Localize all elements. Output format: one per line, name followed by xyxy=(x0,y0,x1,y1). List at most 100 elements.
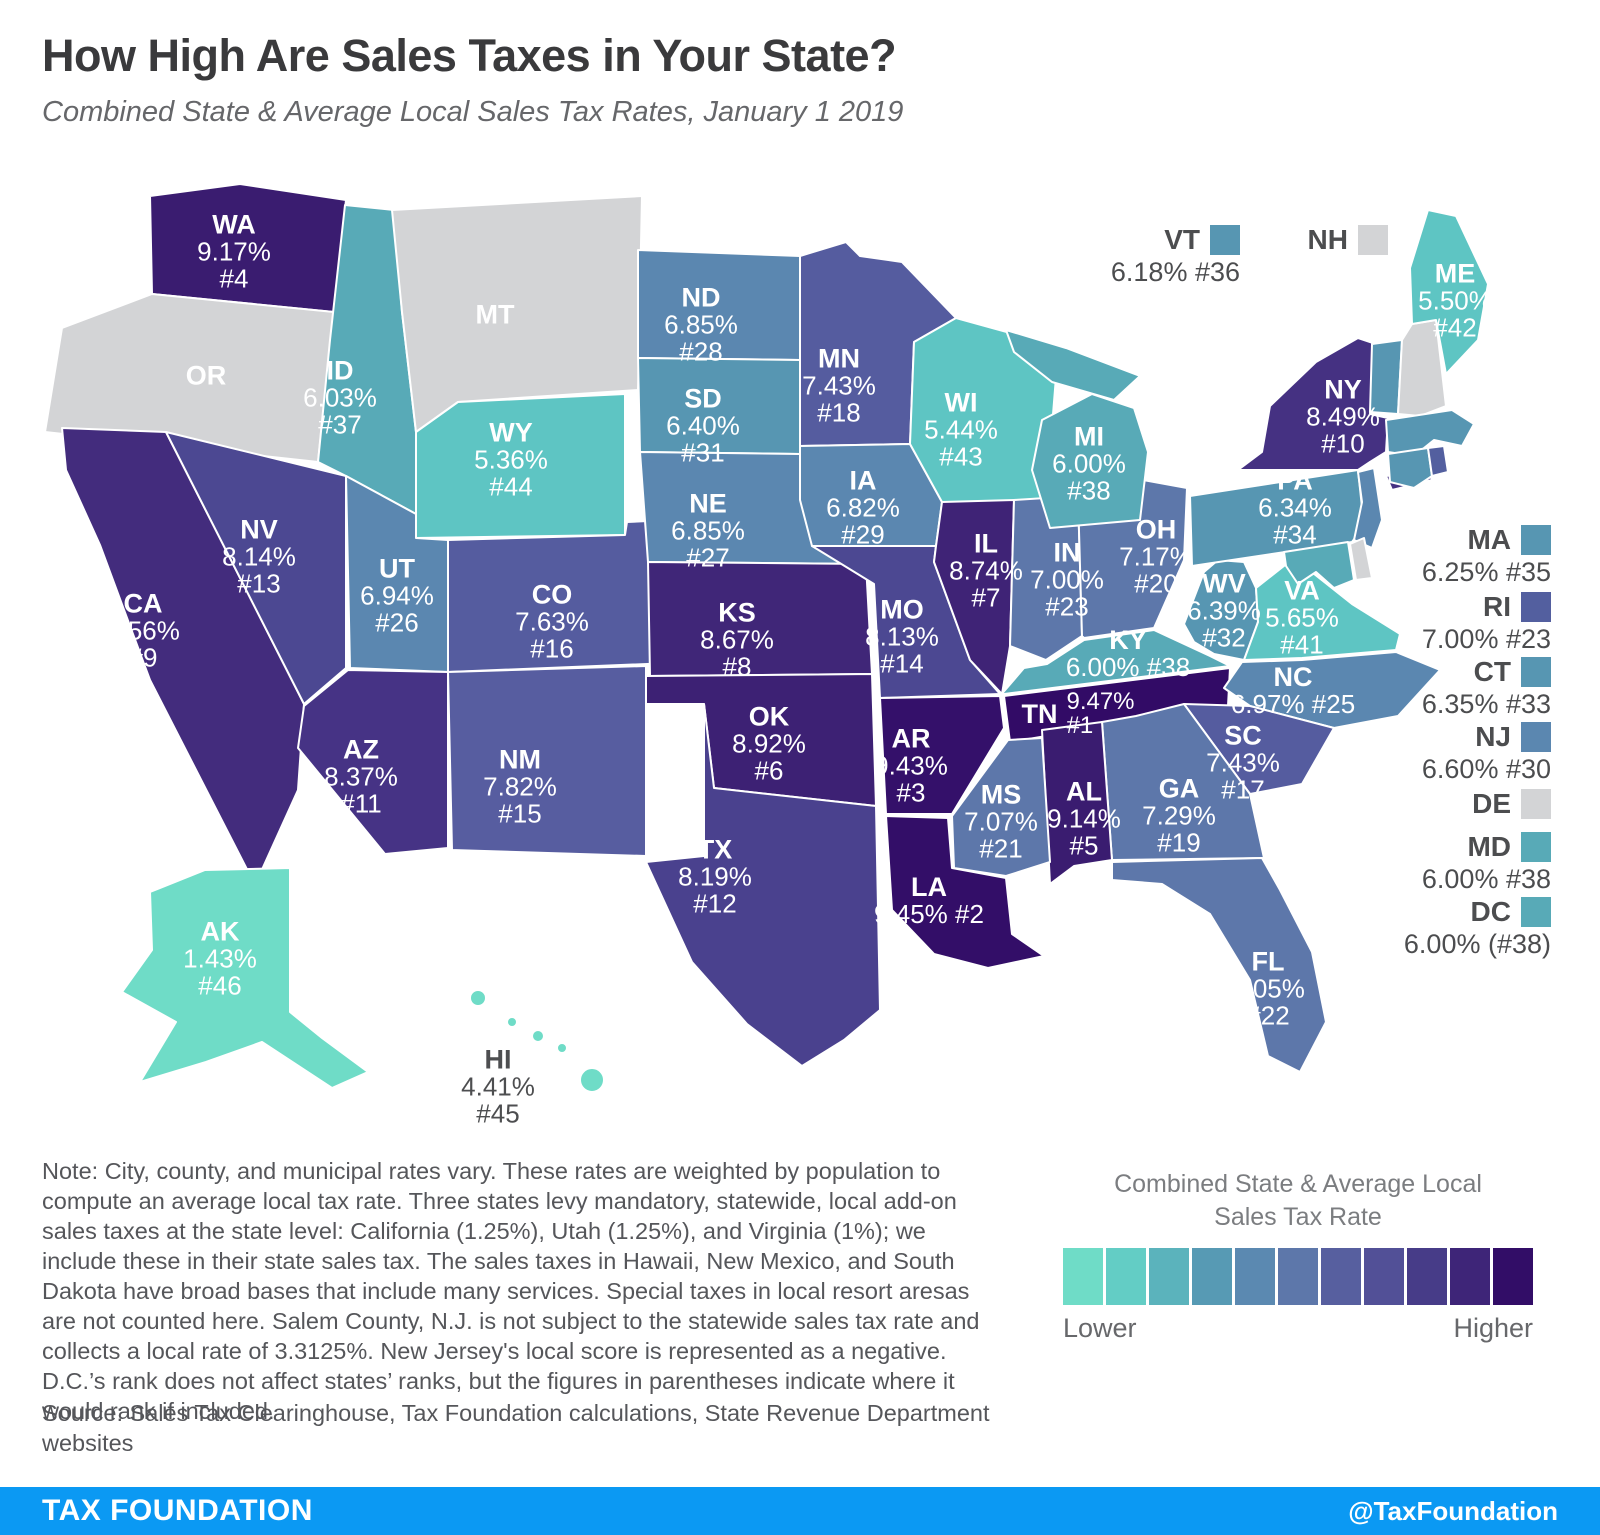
state-label-wi-rate: 5.44% xyxy=(924,414,998,445)
state-label-wa-rank: #4 xyxy=(219,263,249,294)
state-label-mn: MN 7.43% #18 xyxy=(802,345,876,428)
state-label-il-rate: 8.74% xyxy=(949,555,1023,586)
state-label-il-rank: #7 xyxy=(971,582,1001,613)
state-label-nd: ND 6.85% #28 xyxy=(664,284,738,366)
east-nj-abbr: NJ xyxy=(1475,721,1511,752)
east-dc-abbr: DC xyxy=(1470,896,1511,927)
state-label-ga-rate: 7.29% xyxy=(1142,800,1216,831)
legend-swatch-7 xyxy=(1321,1248,1361,1305)
east-ri-abbr: RI xyxy=(1483,591,1511,622)
state-label-ok-rank: #6 xyxy=(754,755,784,786)
east-list-item-md: MD 6.00% #38 xyxy=(1341,831,1551,895)
state-label-wv-rate: 6.39% xyxy=(1187,595,1261,626)
state-label-ky: KY 6.00% #38 xyxy=(1066,627,1190,681)
state-label-wa-abbr: WA xyxy=(212,209,256,240)
state-label-me: ME 5.50% #42 xyxy=(1418,260,1492,342)
state-label-nd-rate: 6.85% xyxy=(664,309,738,340)
state-label-id-rank: #37 xyxy=(318,409,362,440)
state-label-sd-rate: 6.40% xyxy=(666,410,740,441)
state-label-ga-rank: #19 xyxy=(1157,827,1201,858)
state-label-oh: OH 7.17% #20 xyxy=(1119,514,1193,598)
east-ma-value: 6.25% #35 xyxy=(1421,557,1551,587)
state-label-id-abbr: ID xyxy=(326,355,354,386)
state-shape-va xyxy=(1243,557,1401,661)
east-ma-swatch xyxy=(1521,525,1551,555)
state-label-ok-abbr: OK xyxy=(748,701,790,732)
callout-vt-abbr: VT xyxy=(1164,224,1200,255)
state-label-mi-rank: #38 xyxy=(1067,475,1111,506)
state-label-sc-rate: 7.43% xyxy=(1206,747,1280,778)
state-label-ia-rate: 6.82% xyxy=(826,492,900,523)
state-shape-mi xyxy=(1031,393,1149,529)
east-list-item-ma: MA 6.25% #35 xyxy=(1341,524,1551,588)
state-shape-ak xyxy=(121,867,369,1089)
legend: Combined State & Average Local Sales Tax… xyxy=(1063,1168,1533,1344)
state-label-pa-abbr: PA xyxy=(1277,465,1313,496)
state-label-co-rate: 7.63% xyxy=(515,606,589,637)
east-de-swatch xyxy=(1521,789,1551,819)
state-label-ca: CA 8.56% #9 xyxy=(106,590,180,672)
state-shape-ct xyxy=(1387,447,1433,489)
legend-color-scale xyxy=(1063,1248,1533,1305)
east-dc-swatch xyxy=(1521,897,1551,927)
legend-title-line1: Combined State & Average Local xyxy=(1114,1170,1482,1198)
state-label-al-rate: 9.14% xyxy=(1047,803,1121,834)
state-label-nc-rate: 6.97% xyxy=(1230,689,1305,719)
state-label-il: IL 8.74% #7 xyxy=(949,528,1023,613)
state-label-il-abbr: IL xyxy=(973,528,998,559)
state-label-ak-rank: #46 xyxy=(198,970,242,1001)
state-label-mo-rate: 8.13% xyxy=(865,621,939,652)
state-label-ia-rank: #29 xyxy=(841,519,885,550)
east-ri-value: 7.00% #23 xyxy=(1421,624,1551,654)
state-label-la-abbr: LA xyxy=(910,872,947,902)
state-label-ny-rate: 8.49% xyxy=(1306,401,1380,432)
state-label-oh-abbr: OH xyxy=(1135,514,1177,545)
state-shape-hi-island-1 xyxy=(469,989,487,1007)
east-list-item-ct: CT 6.35% #33 xyxy=(1341,656,1551,720)
state-label-wy-rate: 5.36% xyxy=(474,444,548,475)
state-label-ne-abbr: NE xyxy=(689,488,727,519)
state-label-nm-rate: 7.82% xyxy=(483,771,557,802)
state-label-nm-rank: #15 xyxy=(498,798,542,829)
state-label-co: CO 7.63% #16 xyxy=(515,581,589,664)
state-label-ut: UT 6.94% #26 xyxy=(360,555,434,638)
state-label-la-rank: #2 xyxy=(955,899,984,929)
state-label-wy: WY 5.36% #44 xyxy=(474,419,548,501)
state-label-ks: KS 8.67% #8 xyxy=(700,599,774,682)
state-label-tn: TN 9.47% #1 xyxy=(1021,690,1134,738)
state-label-sd-rank: #31 xyxy=(681,437,725,468)
state-shape-hi-island-3 xyxy=(531,1029,545,1043)
state-label-sc: SC 7.43% #17 xyxy=(1206,722,1280,804)
east-list-item-de: DE xyxy=(1341,788,1551,820)
state-shape-ms xyxy=(951,737,1051,877)
state-shape-mi_up xyxy=(1005,329,1141,401)
state-label-va-rank: #41 xyxy=(1280,629,1324,660)
state-label-ks-rank: #8 xyxy=(722,651,752,682)
state-label-va: VA 5.65% #41 xyxy=(1265,577,1339,660)
footer-brand: TAX FOUNDATION xyxy=(42,1494,313,1527)
state-label-al: AL 9.14% #5 xyxy=(1047,778,1121,860)
state-label-wv: WV 6.39% #32 xyxy=(1187,570,1261,652)
state-label-ia: IA 6.82% #29 xyxy=(826,467,900,550)
state-label-co-rank: #16 xyxy=(530,633,574,664)
state-shape-nj xyxy=(1353,467,1383,549)
legend-swatch-10 xyxy=(1450,1248,1490,1305)
state-shape-nv xyxy=(165,431,347,705)
legend-swatch-2 xyxy=(1106,1248,1146,1305)
state-label-ms-rank: #21 xyxy=(979,833,1023,864)
footer-bar: TAX FOUNDATION @TaxFoundation xyxy=(0,1487,1600,1535)
east-ct-abbr: CT xyxy=(1473,656,1511,687)
state-label-ut-rank: #26 xyxy=(375,607,419,638)
state-shape-hi-island-5 xyxy=(579,1067,605,1093)
east-dc-value: 6.00% (#38) xyxy=(1403,929,1551,959)
state-label-pa: PA 6.34% #34 xyxy=(1258,465,1332,549)
state-label-wi-abbr: WI xyxy=(944,387,978,418)
state-label-ca-rate: 8.56% xyxy=(106,615,180,646)
state-label-mn-rank: #18 xyxy=(817,397,861,428)
state-label-ar-rate: 9.43% xyxy=(874,750,948,781)
east-nj-swatch xyxy=(1521,722,1551,752)
state-shape-nm xyxy=(447,665,647,857)
state-label-ok: OK 8.92% #6 xyxy=(732,701,806,786)
state-shape-ky xyxy=(999,629,1231,697)
legend-title-line2: Sales Tax Rate xyxy=(1214,1203,1382,1231)
